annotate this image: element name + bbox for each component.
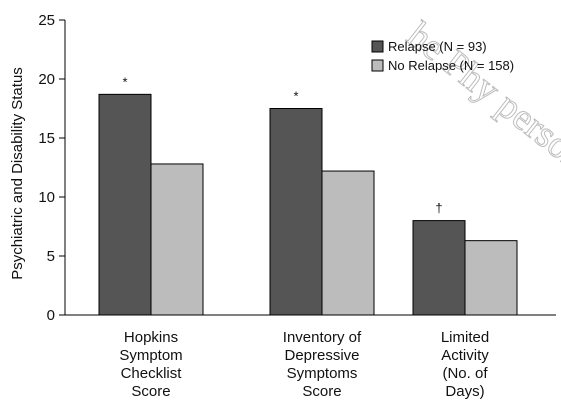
bar-relapse-1 bbox=[269, 108, 323, 316]
bar-relapse-2 bbox=[412, 220, 466, 316]
significance-marker: * bbox=[293, 89, 298, 104]
y-tick-label: 15 bbox=[38, 130, 55, 147]
legend-label: Relapse (N = 93) bbox=[388, 39, 487, 54]
legend: Relapse (N = 93) No Relapse (N = 158) bbox=[371, 39, 514, 73]
category-label: Limited Activity (No. of Days) bbox=[441, 329, 489, 400]
legend-swatch bbox=[371, 59, 384, 72]
y-tick-label: 5 bbox=[47, 248, 55, 265]
y-tick-label: 10 bbox=[38, 189, 55, 206]
y-tick-label: 20 bbox=[38, 71, 55, 88]
y-tick-label: 0 bbox=[47, 307, 55, 324]
y-tick-label: 25 bbox=[38, 12, 55, 29]
category-label: Hopkins Symptom Checklist Score bbox=[119, 329, 182, 400]
bar-no-relapse-2 bbox=[464, 240, 518, 316]
bars bbox=[98, 93, 518, 316]
legend-label: No Relapse (N = 158) bbox=[388, 58, 514, 73]
bar-no-relapse-0 bbox=[150, 163, 204, 316]
labels: * * † Hopkins Symptom Checklist Score Inventory… bbox=[119, 74, 489, 400]
significance-marker: † bbox=[435, 201, 442, 216]
significance-marker: * bbox=[122, 74, 127, 89]
bar-relapse-0 bbox=[98, 93, 152, 316]
bar-no-relapse-1 bbox=[321, 170, 375, 316]
y-axis-title: Psychiatric and Disability Status bbox=[9, 67, 26, 280]
category-label: Inventory of Depressive Symptoms Score bbox=[283, 329, 362, 400]
legend-swatch bbox=[371, 40, 384, 53]
